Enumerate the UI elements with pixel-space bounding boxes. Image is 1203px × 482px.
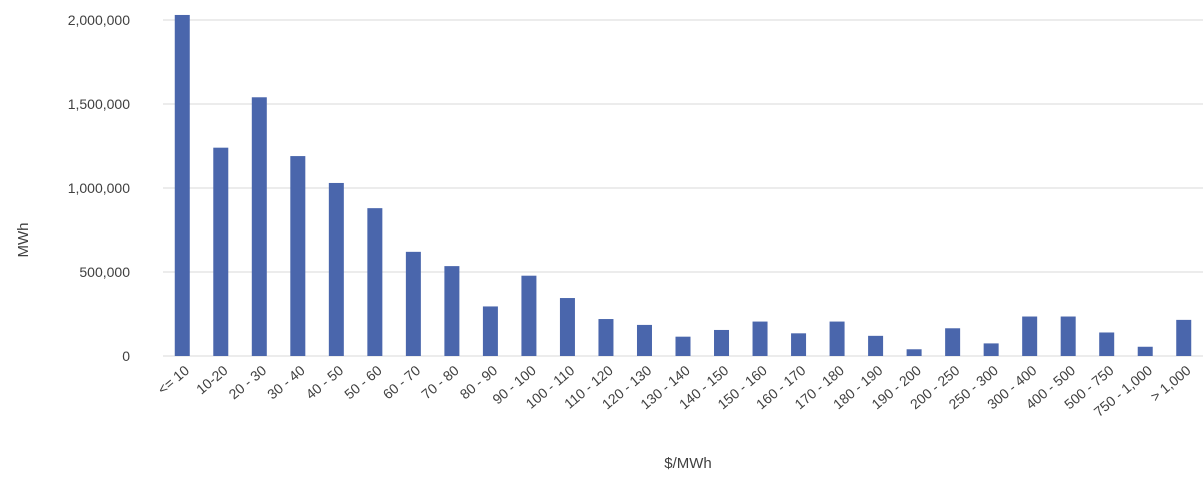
y-tick-label: 1,000,000: [68, 180, 130, 196]
x-tick-label: 10-20: [193, 362, 231, 397]
bar: [559, 298, 575, 356]
bar: [752, 321, 768, 356]
bar: [791, 333, 807, 356]
bars: [174, 14, 1192, 357]
bar: [829, 321, 845, 356]
bar: [945, 328, 961, 356]
x-axis-title: $/MWh: [664, 455, 712, 472]
y-axis-title: MWh: [15, 223, 32, 258]
bar: [675, 336, 691, 356]
y-tick-labels: 0 500,000 1,000,000 1,500,000 2,000,000: [68, 12, 131, 364]
x-tick-label: 20 - 30: [226, 362, 270, 402]
bar: [1022, 316, 1038, 356]
bar: [367, 208, 383, 356]
y-tick-label: 1,500,000: [68, 96, 130, 112]
x-tick-label: <= 10: [154, 362, 192, 397]
bar: [1137, 346, 1153, 356]
bar: [328, 182, 344, 356]
bar: [1060, 316, 1076, 356]
bar: [598, 319, 614, 356]
bar: [868, 335, 884, 356]
bar: [906, 349, 922, 356]
y-tick-label: 0: [122, 348, 130, 364]
gridlines: [163, 19, 1203, 357]
bar: [636, 324, 652, 356]
bar: [1099, 332, 1115, 356]
bar: [482, 306, 498, 356]
x-tick-label: 50 - 60: [341, 362, 385, 402]
bar: [521, 275, 537, 356]
bar: [174, 14, 190, 357]
bar: [290, 156, 306, 356]
bar: [444, 266, 460, 356]
bar: [251, 97, 267, 356]
bar: [1176, 319, 1192, 356]
x-tick-label: 60 - 70: [380, 362, 424, 402]
y-tick-label: 500,000: [79, 264, 130, 280]
bar: [714, 329, 730, 356]
bar: [213, 147, 229, 356]
bar: [405, 251, 421, 356]
x-tick-label: > 1,000: [1147, 362, 1194, 405]
y-tick-label: 2,000,000: [68, 12, 130, 28]
x-tick-label: 70 - 80: [418, 362, 462, 402]
bar: [983, 343, 999, 356]
x-tick-label: 30 - 40: [264, 362, 308, 402]
x-tick-label: 40 - 50: [303, 362, 347, 402]
